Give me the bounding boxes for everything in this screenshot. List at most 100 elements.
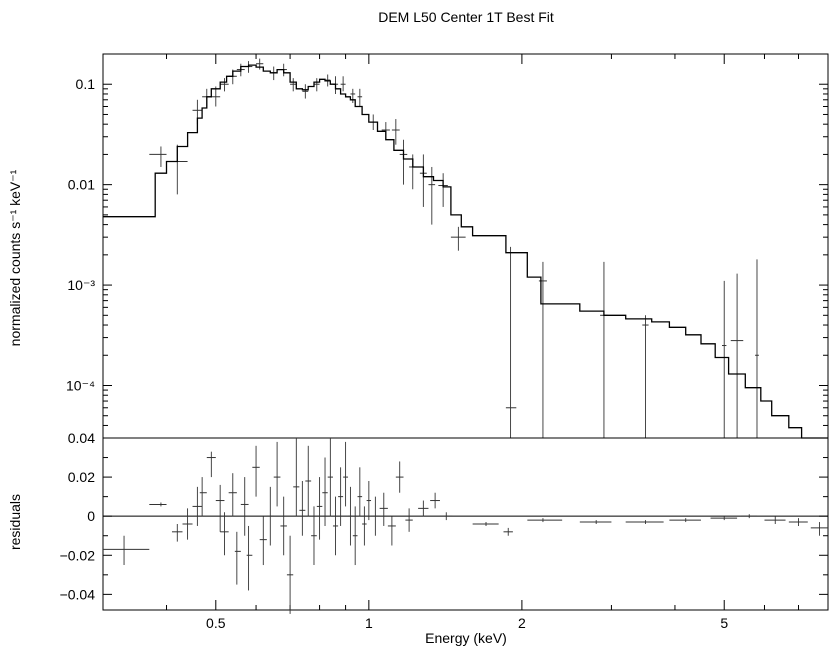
- residual-point: [240, 477, 249, 536]
- residual-point: [810, 522, 828, 536]
- residual-point: [182, 508, 193, 540]
- spectrum-y-tick-label: 0.1: [76, 76, 96, 92]
- residual-point: [316, 477, 323, 540]
- spectrum-y-tick-label: 10⁻⁴: [66, 377, 95, 393]
- spectrum-data-point: [642, 315, 649, 438]
- residual-point: [293, 438, 300, 517]
- residual-point: [387, 516, 396, 546]
- residual-point: [266, 486, 274, 546]
- residual-point: [352, 506, 358, 566]
- residual-point: [366, 481, 372, 521]
- spectrum-data-point: [313, 78, 320, 92]
- residual-point: [395, 461, 404, 493]
- residual-point: [343, 441, 349, 507]
- residuals-axis-ticks: 0.04 0.02 0 −0.02 −0.04 0.5 1 2 5: [60, 430, 829, 631]
- residual-point: [503, 527, 513, 536]
- residual-point: [311, 506, 317, 566]
- residuals-y-tick-label: −0.04: [60, 586, 96, 602]
- spectrum-data-point: [722, 280, 727, 438]
- residual-point: [430, 492, 440, 509]
- residual-point: [246, 525, 253, 591]
- spectrum-panel: 0.1 0.01 10⁻³ 10⁻⁴: [66, 53, 829, 439]
- residual-point: [206, 451, 216, 478]
- spectrum-data-point: [149, 146, 167, 167]
- chart-title: DEM L50 Center 1T Best Fit: [378, 9, 554, 25]
- spectrum-data-point: [211, 86, 221, 107]
- residual-point: [299, 481, 306, 536]
- x-tick-label: 0.5: [206, 615, 226, 631]
- residuals-panel: 0.04 0.02 0 −0.02 −0.04 0.5 1 2 5: [60, 430, 829, 631]
- residual-point: [338, 467, 344, 526]
- residual-point: [259, 516, 267, 566]
- spectrum-data-point: [290, 78, 297, 92]
- spectrum-data-point: [220, 78, 229, 92]
- residual-point: [741, 514, 757, 519]
- residuals-y-tick-label: 0.02: [68, 469, 95, 485]
- spectrum-data-point: [755, 259, 759, 438]
- residual-point: [252, 445, 260, 497]
- residual-point: [305, 445, 312, 517]
- residuals-y-tick-label: −0.02: [60, 547, 96, 563]
- spectrum-plot-frame: [102, 53, 829, 439]
- residual-point: [625, 520, 664, 524]
- residual-point: [332, 496, 339, 556]
- residual-point: [280, 496, 287, 556]
- residual-point: [286, 535, 294, 614]
- residual-point: [371, 496, 380, 536]
- spectrum-data-point: [438, 173, 448, 207]
- spectrum-y-axis-label: normalized counts s⁻¹ keV⁻¹: [7, 169, 23, 346]
- residuals-plot-frame: [102, 437, 829, 611]
- spectrum-data-point: [505, 246, 517, 438]
- spectrum-data-point: [302, 84, 309, 99]
- residual-point: [327, 438, 333, 517]
- spectrum-data-point: [340, 76, 346, 92]
- spectrum-data-point: [391, 119, 400, 145]
- spectrum-data-point: [428, 166, 436, 225]
- residuals-y-tick-label: 0: [87, 508, 95, 524]
- residual-point: [379, 492, 388, 526]
- residual-point: [103, 535, 150, 566]
- spectrum-y-tick-label: 0.01: [68, 177, 95, 193]
- spectrum-axis-ticks: 0.1 0.01 10⁻³ 10⁻⁴: [66, 53, 829, 439]
- residual-point: [273, 441, 281, 507]
- residual-point: [439, 512, 453, 521]
- x-tick-label: 5: [720, 615, 728, 631]
- residual-point: [710, 516, 738, 521]
- residual-point: [149, 502, 167, 507]
- residuals-data-points: [103, 438, 828, 614]
- residual-point: [171, 524, 183, 542]
- residuals-y-axis-label: residuals: [7, 494, 23, 550]
- residual-point: [228, 473, 237, 517]
- residual-point: [234, 531, 241, 585]
- residual-point: [199, 477, 207, 517]
- residual-point: [348, 486, 353, 546]
- residual-point: [788, 518, 808, 526]
- spectrum-data-point: [450, 226, 466, 251]
- residuals-y-tick-label: 0.04: [68, 430, 95, 446]
- residual-point: [579, 520, 612, 524]
- x-tick-label: 2: [518, 615, 526, 631]
- spectrum-data-point: [419, 154, 427, 207]
- spectrum-data-point: [350, 88, 356, 104]
- spectrum-data-point: [730, 273, 744, 438]
- spectrum-y-tick-label: 10⁻³: [67, 277, 95, 293]
- spectrum-data-point: [399, 139, 408, 185]
- residual-point: [192, 486, 203, 526]
- residual-point: [362, 506, 367, 546]
- residual-point: [357, 467, 363, 517]
- spectrum-model-curve: [103, 64, 828, 439]
- spectrum-data-point: [538, 261, 547, 438]
- residual-point: [669, 518, 701, 523]
- spectrum-data-points: [149, 58, 759, 438]
- residual-point: [418, 500, 429, 517]
- residual-point: [322, 457, 328, 526]
- spectrum-data-point: [256, 58, 264, 70]
- x-tick-label: 1: [365, 615, 373, 631]
- residual-point: [472, 522, 499, 526]
- spectrum-data-point: [600, 261, 608, 438]
- x-axis-label: Energy (keV): [425, 630, 507, 646]
- spectrum-data-point: [357, 88, 363, 107]
- residual-point: [405, 508, 413, 532]
- residual-point: [215, 484, 225, 532]
